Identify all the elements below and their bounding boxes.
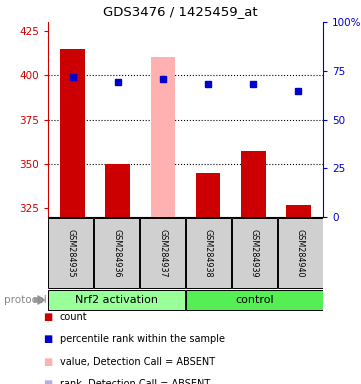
Bar (94, 218, 139, 288)
Bar (48, 218, 93, 288)
Bar (186, 218, 231, 288)
Text: percentile rank within the sample: percentile rank within the sample (60, 334, 225, 344)
Bar (140, 218, 185, 288)
Text: Nrf2 activation: Nrf2 activation (75, 295, 158, 305)
Bar (60, 49, 85, 217)
Bar (232, 218, 277, 288)
Text: ■: ■ (43, 357, 53, 367)
Bar (241, 151, 266, 217)
Text: ■: ■ (43, 379, 53, 384)
Text: GSM284939: GSM284939 (250, 229, 259, 277)
Text: GSM284937: GSM284937 (158, 229, 167, 277)
Text: ■: ■ (43, 334, 53, 344)
Text: count: count (60, 312, 87, 322)
Text: control: control (235, 295, 274, 305)
Bar (196, 173, 221, 217)
Text: GSM284940: GSM284940 (296, 229, 305, 277)
Text: rank, Detection Call = ABSENT: rank, Detection Call = ABSENT (60, 379, 210, 384)
Text: GSM284935: GSM284935 (66, 229, 75, 277)
Bar (151, 58, 175, 217)
Text: GSM284936: GSM284936 (112, 229, 121, 277)
Bar (186, 290, 323, 310)
Bar (278, 218, 323, 288)
Bar (48, 290, 185, 310)
Text: GSM284938: GSM284938 (204, 229, 213, 277)
Text: protocol: protocol (4, 295, 46, 305)
Text: GDS3476 / 1425459_at: GDS3476 / 1425459_at (103, 5, 258, 18)
Bar (105, 164, 130, 217)
Text: value, Detection Call = ABSENT: value, Detection Call = ABSENT (60, 357, 215, 367)
Bar (286, 205, 310, 217)
Text: ■: ■ (43, 312, 53, 322)
